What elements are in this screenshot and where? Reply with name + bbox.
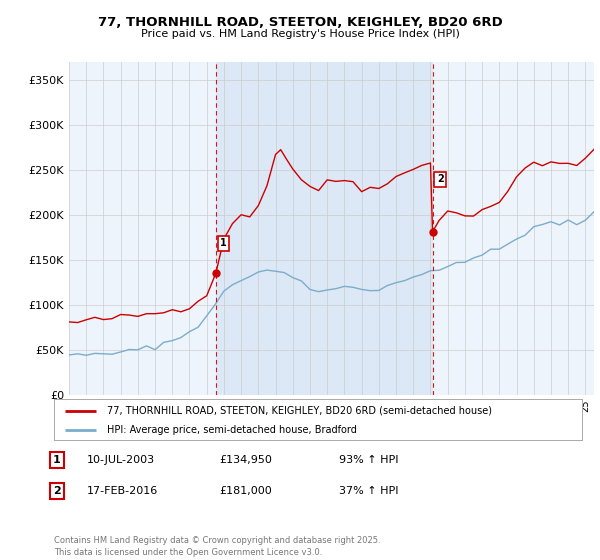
Bar bbox=[216, 62, 433, 395]
Text: 1: 1 bbox=[53, 455, 61, 465]
Text: 37% ↑ HPI: 37% ↑ HPI bbox=[339, 486, 398, 496]
Text: HPI: Average price, semi-detached house, Bradford: HPI: Average price, semi-detached house,… bbox=[107, 424, 356, 435]
Text: 10-JUL-2003: 10-JUL-2003 bbox=[87, 455, 155, 465]
Text: 2: 2 bbox=[437, 174, 443, 184]
Text: Price paid vs. HM Land Registry's House Price Index (HPI): Price paid vs. HM Land Registry's House … bbox=[140, 29, 460, 39]
Text: £181,000: £181,000 bbox=[219, 486, 272, 496]
Text: £134,950: £134,950 bbox=[219, 455, 272, 465]
Text: 77, THORNHILL ROAD, STEETON, KEIGHLEY, BD20 6RD: 77, THORNHILL ROAD, STEETON, KEIGHLEY, B… bbox=[98, 16, 502, 29]
Text: 2: 2 bbox=[53, 486, 61, 496]
Text: 17-FEB-2016: 17-FEB-2016 bbox=[87, 486, 158, 496]
Text: 77, THORNHILL ROAD, STEETON, KEIGHLEY, BD20 6RD (semi-detached house): 77, THORNHILL ROAD, STEETON, KEIGHLEY, B… bbox=[107, 405, 492, 416]
Text: Contains HM Land Registry data © Crown copyright and database right 2025.
This d: Contains HM Land Registry data © Crown c… bbox=[54, 536, 380, 557]
Text: 93% ↑ HPI: 93% ↑ HPI bbox=[339, 455, 398, 465]
Text: 1: 1 bbox=[220, 238, 227, 248]
